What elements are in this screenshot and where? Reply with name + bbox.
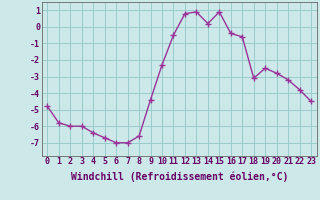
X-axis label: Windchill (Refroidissement éolien,°C): Windchill (Refroidissement éolien,°C) — [70, 172, 288, 182]
